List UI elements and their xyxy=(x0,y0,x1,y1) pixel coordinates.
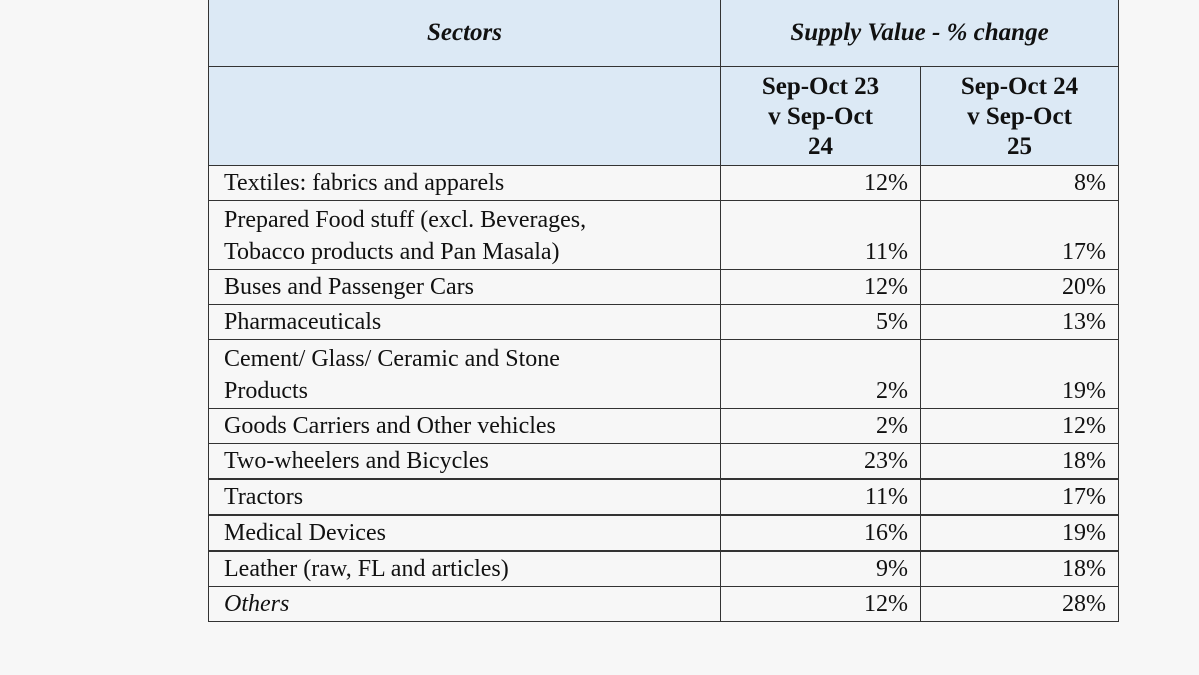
sector-name: Others xyxy=(208,586,721,622)
supply-value-group-header: Supply Value - % change xyxy=(719,0,1120,67)
column-header-sep-oct-24-v-25: Sep-Oct 24 v Sep-Oct 25 xyxy=(919,66,1120,166)
value-sep-oct-24-v-25: 20% xyxy=(919,269,1120,305)
table-row: Textiles: fabrics and apparels 12% 8% xyxy=(208,165,1120,201)
column-header-line: Sep-Oct 24 xyxy=(960,73,1079,100)
sector-supply-table: Sectors Supply Value - % change Sep-Oct … xyxy=(208,0,1120,622)
table-row: Tractors 11% 17% xyxy=(208,478,1120,516)
sector-name: Cement/ Glass/ Ceramic and Stone Product… xyxy=(208,339,721,409)
column-header-line: v Sep-Oct xyxy=(967,103,1072,130)
value-sep-oct-24-v-25: 8% xyxy=(919,165,1120,201)
value-sep-oct-23-v-24: 9% xyxy=(720,550,921,587)
value-sep-oct-24-v-25: 18% xyxy=(919,550,1120,587)
column-header-sep-oct-23-v-24: Sep-Oct 23 v Sep-Oct 24 xyxy=(720,66,921,166)
table-row: Pharmaceuticals 5% 13% xyxy=(208,304,1120,340)
value-sep-oct-23-v-24: 23% xyxy=(720,443,921,480)
table-row: Two-wheelers and Bicycles 23% 18% xyxy=(208,443,1120,480)
value-sep-oct-24-v-25: 13% xyxy=(919,304,1120,340)
sector-name: Medical Devices xyxy=(208,514,721,552)
sector-name-line: Prepared Food stuff (excl. Beverages, xyxy=(224,207,587,233)
sector-name: Buses and Passenger Cars xyxy=(208,269,721,305)
column-header-line: v Sep-Oct xyxy=(768,103,873,130)
column-header-line: 24 xyxy=(807,133,833,160)
sector-name: Prepared Food stuff (excl. Beverages, To… xyxy=(208,200,721,270)
sectors-header: Sectors xyxy=(208,0,721,67)
value-sep-oct-23-v-24: 12% xyxy=(720,269,921,305)
value-sep-oct-24-v-25: 17% xyxy=(919,200,1120,270)
sector-name: Leather (raw, FL and articles) xyxy=(208,550,721,587)
sector-name: Textiles: fabrics and apparels xyxy=(208,165,721,201)
value-sep-oct-23-v-24: 5% xyxy=(720,304,921,340)
sector-name-line: Products xyxy=(224,378,308,404)
value-sep-oct-23-v-24: 12% xyxy=(720,586,921,622)
column-header-line: Sep-Oct 23 xyxy=(761,73,880,100)
table-row: Medical Devices 16% 19% xyxy=(208,514,1120,552)
sector-name-line: Tobacco products and Pan Masala) xyxy=(224,239,560,265)
value-sep-oct-23-v-24: 16% xyxy=(720,514,921,552)
sector-name-line: Cement/ Glass/ Ceramic and Stone xyxy=(224,346,560,372)
value-sep-oct-24-v-25: 12% xyxy=(919,408,1120,444)
table-row: Others 12% 28% xyxy=(208,586,1120,622)
value-sep-oct-24-v-25: 18% xyxy=(919,443,1120,480)
header-row-sub: Sep-Oct 23 v Sep-Oct 24 Sep-Oct 24 v Sep… xyxy=(208,66,1120,166)
value-sep-oct-23-v-24: 2% xyxy=(720,339,921,409)
value-sep-oct-23-v-24: 12% xyxy=(720,165,921,201)
header-row-top: Sectors Supply Value - % change xyxy=(208,0,1120,67)
sector-name: Tractors xyxy=(208,478,721,516)
table-row: Buses and Passenger Cars 12% 20% xyxy=(208,269,1120,305)
value-sep-oct-23-v-24: 2% xyxy=(720,408,921,444)
value-sep-oct-24-v-25: 19% xyxy=(919,339,1120,409)
value-sep-oct-24-v-25: 19% xyxy=(919,514,1120,552)
column-header-line: 25 xyxy=(1007,133,1032,160)
value-sep-oct-24-v-25: 28% xyxy=(919,586,1120,622)
table-row: Cement/ Glass/ Ceramic and Stone Product… xyxy=(208,339,1120,409)
sector-name: Two-wheelers and Bicycles xyxy=(208,443,721,480)
sector-name: Goods Carriers and Other vehicles xyxy=(208,408,721,444)
sectors-header-blank xyxy=(208,66,721,166)
value-sep-oct-23-v-24: 11% xyxy=(720,200,921,270)
sector-name: Pharmaceuticals xyxy=(208,304,721,340)
value-sep-oct-23-v-24: 11% xyxy=(720,478,921,516)
value-sep-oct-24-v-25: 17% xyxy=(919,478,1120,516)
table-row: Goods Carriers and Other vehicles 2% 12% xyxy=(208,408,1120,444)
table-row: Prepared Food stuff (excl. Beverages, To… xyxy=(208,200,1120,270)
table-row: Leather (raw, FL and articles) 9% 18% xyxy=(208,550,1120,587)
